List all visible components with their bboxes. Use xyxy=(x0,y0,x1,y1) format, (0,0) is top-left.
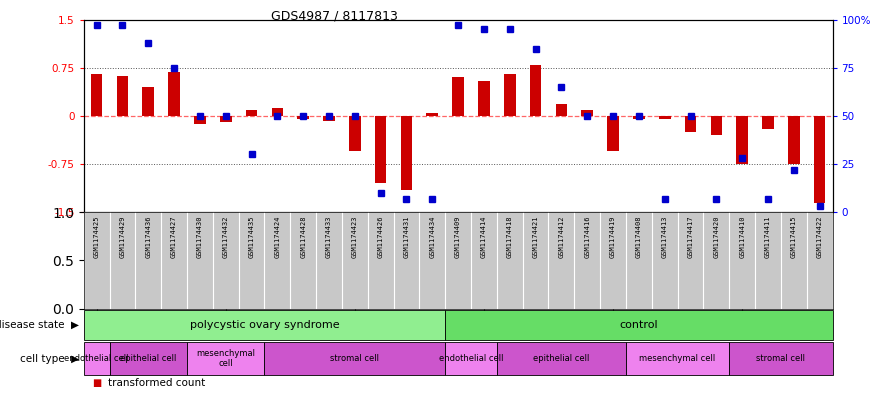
Text: GSM1174424: GSM1174424 xyxy=(274,215,280,257)
Text: GSM1174418: GSM1174418 xyxy=(507,215,513,257)
Bar xyxy=(626,342,729,375)
Text: GSM1174419: GSM1174419 xyxy=(610,215,616,257)
Text: disease state  ▶: disease state ▶ xyxy=(0,320,79,330)
Text: stromal cell: stromal cell xyxy=(330,354,380,363)
Text: GSM1174409: GSM1174409 xyxy=(455,215,461,257)
Text: GSM1174426: GSM1174426 xyxy=(378,215,383,257)
Bar xyxy=(711,116,722,135)
Text: GSM1174408: GSM1174408 xyxy=(636,215,642,257)
Bar xyxy=(401,116,412,190)
Text: mesenchymal cell: mesenchymal cell xyxy=(640,354,715,363)
Bar xyxy=(445,310,833,340)
Text: GSM1174427: GSM1174427 xyxy=(171,215,177,257)
Text: GSM1174434: GSM1174434 xyxy=(429,215,435,257)
Bar xyxy=(264,342,445,375)
Bar xyxy=(814,116,825,203)
Bar xyxy=(556,105,567,116)
Text: endothelial cell: endothelial cell xyxy=(439,354,503,363)
Text: GSM1174422: GSM1174422 xyxy=(817,215,823,257)
Bar xyxy=(84,310,445,340)
Bar xyxy=(143,87,154,116)
Bar xyxy=(762,116,774,129)
Text: control: control xyxy=(619,320,658,330)
Text: GSM1174421: GSM1174421 xyxy=(533,215,538,257)
Text: GSM1174411: GSM1174411 xyxy=(765,215,771,257)
Text: mesenchymal
cell: mesenchymal cell xyxy=(196,349,255,368)
Text: transformed count: transformed count xyxy=(108,378,205,388)
Text: epithelial cell: epithelial cell xyxy=(533,354,589,363)
Bar xyxy=(529,64,542,116)
Text: GSM1174412: GSM1174412 xyxy=(559,215,565,257)
Bar xyxy=(497,342,626,375)
Bar xyxy=(374,116,387,183)
Bar xyxy=(452,77,464,116)
Text: GSM1174423: GSM1174423 xyxy=(352,215,358,257)
Bar xyxy=(246,110,257,116)
Bar xyxy=(220,116,232,122)
Text: GSM1174435: GSM1174435 xyxy=(248,215,255,257)
Text: GSM1174413: GSM1174413 xyxy=(662,215,668,257)
Bar xyxy=(168,72,180,116)
Bar xyxy=(607,116,618,151)
Text: cell type  ▶: cell type ▶ xyxy=(20,354,79,364)
Bar xyxy=(323,116,335,121)
Text: GSM1174416: GSM1174416 xyxy=(584,215,590,257)
Text: GSM1174429: GSM1174429 xyxy=(120,215,125,257)
Bar xyxy=(116,76,129,116)
Text: GSM1174410: GSM1174410 xyxy=(739,215,745,257)
Text: GSM1174436: GSM1174436 xyxy=(145,215,152,257)
Bar xyxy=(426,113,438,116)
Text: GSM1174432: GSM1174432 xyxy=(223,215,229,257)
Text: GSM1174425: GSM1174425 xyxy=(93,215,100,257)
Bar xyxy=(581,110,593,116)
Text: GSM1174414: GSM1174414 xyxy=(481,215,487,257)
Bar xyxy=(729,342,833,375)
Text: GSM1174428: GSM1174428 xyxy=(300,215,307,257)
Bar xyxy=(788,116,800,164)
Bar xyxy=(659,116,670,119)
Bar xyxy=(349,116,360,151)
Bar xyxy=(109,342,187,375)
Bar xyxy=(91,74,102,116)
Text: ■: ■ xyxy=(93,378,101,388)
Bar xyxy=(504,74,515,116)
Text: GSM1174431: GSM1174431 xyxy=(403,215,410,257)
Text: GDS4987 / 8117813: GDS4987 / 8117813 xyxy=(271,10,398,23)
Text: GSM1174430: GSM1174430 xyxy=(196,215,203,257)
Bar xyxy=(737,116,748,164)
Text: GSM1174415: GSM1174415 xyxy=(791,215,796,257)
Text: GSM1174433: GSM1174433 xyxy=(326,215,332,257)
Text: polycystic ovary syndrome: polycystic ovary syndrome xyxy=(189,320,339,330)
Bar xyxy=(633,116,645,119)
Bar xyxy=(84,342,109,375)
Text: stromal cell: stromal cell xyxy=(757,354,805,363)
Bar xyxy=(445,342,497,375)
Bar xyxy=(478,81,490,116)
Bar xyxy=(194,116,205,124)
Text: GSM1174417: GSM1174417 xyxy=(687,215,693,257)
Text: epithelial cell: epithelial cell xyxy=(120,354,176,363)
Text: endothelial cell: endothelial cell xyxy=(64,354,129,363)
Bar xyxy=(187,342,264,375)
Bar xyxy=(298,116,309,119)
Bar xyxy=(271,108,283,116)
Bar xyxy=(685,116,696,132)
Text: GSM1174420: GSM1174420 xyxy=(714,215,720,257)
